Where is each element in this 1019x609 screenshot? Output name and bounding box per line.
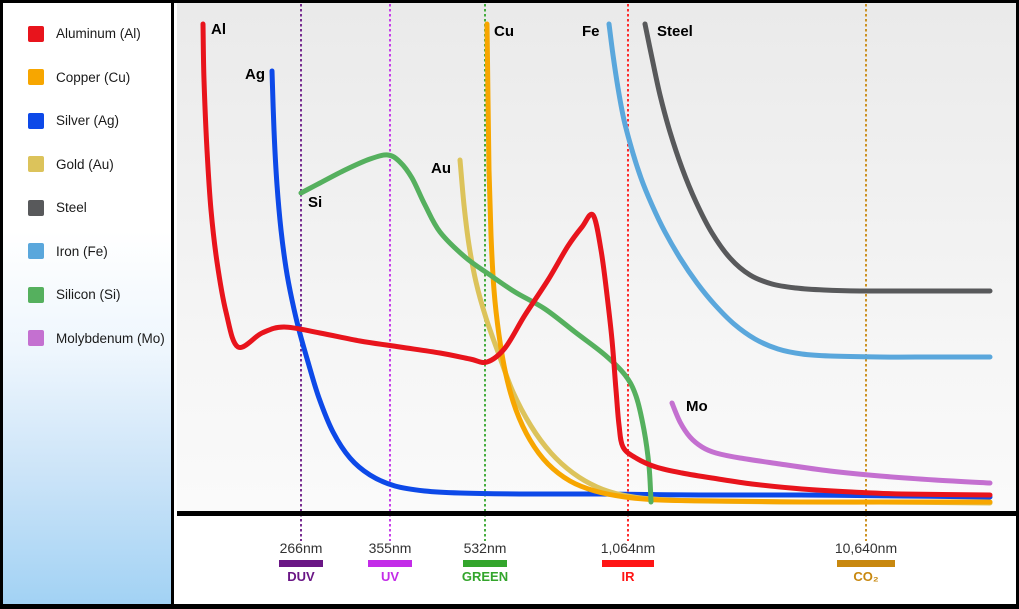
legend-label: Aluminum (Al) xyxy=(56,26,141,42)
curve-label-ag: Ag xyxy=(245,66,265,83)
laser-band-name: IR xyxy=(621,569,635,584)
curve-label-au: Au xyxy=(431,160,451,177)
legend-swatch-steel xyxy=(28,199,44,216)
legend-swatch-iron xyxy=(28,243,44,260)
curve-fe xyxy=(606,21,993,360)
curve-label-si: Si xyxy=(308,194,323,211)
legend-item-silicon: Silicon (Si) xyxy=(3,273,171,317)
laser-band-bar xyxy=(368,560,412,567)
legend-label: Copper (Cu) xyxy=(56,69,131,85)
legend-swatch-silver xyxy=(28,112,44,129)
wavelength-marker-266nm: 266nm DUV xyxy=(236,540,366,584)
curve-cu xyxy=(484,21,993,505)
wavelength-label: 266nm xyxy=(279,540,323,556)
legend-swatch-silicon xyxy=(28,286,44,303)
plot-canvas xyxy=(200,4,993,541)
legend-swatch-gold xyxy=(28,156,44,173)
wavelength-label: 10,640nm xyxy=(834,540,898,556)
curve-steel xyxy=(642,21,993,294)
x-axis-line xyxy=(177,511,1016,516)
laser-band-name: CO₂ xyxy=(853,569,879,584)
curve-label-al: Al xyxy=(211,21,226,38)
legend-label: Iron (Fe) xyxy=(56,243,108,259)
laser-band-bar xyxy=(837,560,895,567)
legend-item-aluminum: Aluminum (Al) xyxy=(3,12,171,56)
legend-item-steel: Steel xyxy=(3,186,171,230)
laser-band-bar xyxy=(463,560,507,567)
legend-label: Gold (Au) xyxy=(56,156,114,172)
curve-al xyxy=(200,21,993,498)
wavelength-marker-1,064nm: 1,064nm IR xyxy=(563,540,693,584)
wavelength-label: 1,064nm xyxy=(600,540,656,556)
legend-swatch-molybdenum xyxy=(28,330,44,347)
laser-band-bar xyxy=(602,560,654,567)
legend-label: Steel xyxy=(56,200,87,216)
legend-swatch-copper xyxy=(28,69,44,86)
legend-item-molybdenum: Molybdenum (Mo) xyxy=(3,317,171,361)
legend-item-gold: Gold (Au) xyxy=(3,143,171,187)
curve-label-steel: Steel xyxy=(657,23,693,40)
wavelength-marker-532nm: 532nm GREEN xyxy=(420,540,550,584)
legend-swatch-aluminum xyxy=(28,25,44,42)
legend-label: Silver (Ag) xyxy=(56,113,120,129)
curve-label-fe: Fe xyxy=(582,23,600,40)
curve-ag xyxy=(269,68,993,500)
wavelength-marker-355nm: 355nm UV xyxy=(325,540,455,584)
wavelength-marker-10,640nm: 10,640nm CO₂ xyxy=(801,540,931,584)
wavelength-label: 532nm xyxy=(463,540,507,556)
laser-band-name: DUV xyxy=(287,569,315,584)
curve-mo xyxy=(669,400,993,486)
curve-label-mo: Mo xyxy=(686,398,708,415)
legend-label: Molybdenum (Mo) xyxy=(56,330,165,346)
curve-si xyxy=(298,152,654,505)
legend-item-copper: Copper (Cu) xyxy=(3,56,171,100)
laser-band-bar xyxy=(279,560,323,567)
legend-item-silver: Silver (Ag) xyxy=(3,99,171,143)
legend-panel: Aluminum (Al) Copper (Cu) Silver (Ag) Gold … xyxy=(3,3,174,604)
wavelength-label: 355nm xyxy=(368,540,412,556)
plot-area xyxy=(177,3,1016,511)
laser-band-name: GREEN xyxy=(461,569,509,584)
legend-item-iron: Iron (Fe) xyxy=(3,230,171,274)
legend-label: Silicon (Si) xyxy=(56,287,121,303)
curve-label-cu: Cu xyxy=(494,23,514,40)
laser-band-name: UV xyxy=(380,569,400,584)
